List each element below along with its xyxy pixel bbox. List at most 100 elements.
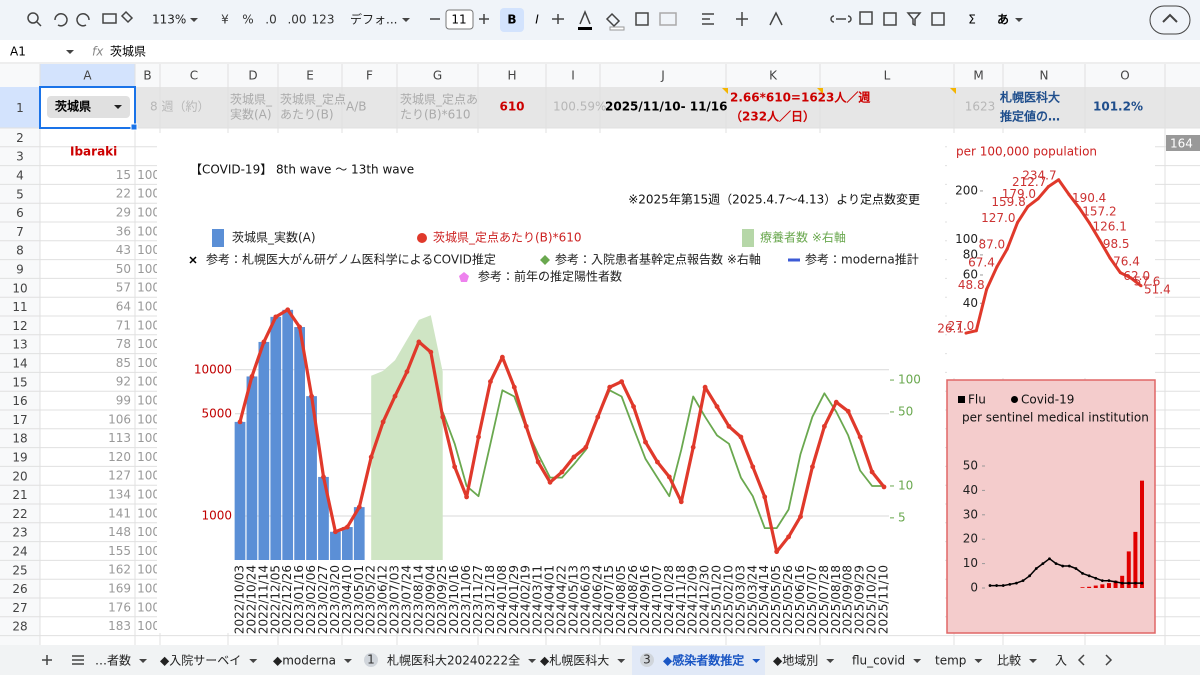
x-tick-label: 2023/11/06: [459, 565, 473, 634]
search-icon: [27, 12, 39, 24]
point: [1021, 579, 1025, 583]
toolbar: [0, 0, 1200, 40]
x-tick-label: 2023/07/24: [399, 565, 413, 634]
point: [762, 494, 768, 500]
borders-icon: [635, 12, 649, 26]
cell-text: 164: [1170, 137, 1193, 151]
cell-text: A/B: [346, 100, 366, 114]
cell-text: 1623: [965, 100, 996, 114]
selected-column-header: [40, 64, 135, 87]
sheet-tab[interactable]: …者数: [95, 653, 131, 668]
sheet-tab[interactable]: ◆入院サーベイ: [160, 654, 241, 668]
bar: [1080, 587, 1085, 588]
column-letter: D: [248, 69, 257, 83]
x-tick-label: 2024/10/07: [650, 565, 664, 634]
chart-icon: [883, 12, 897, 26]
row-number: 1: [16, 101, 24, 115]
row-header-bar: [0, 128, 40, 648]
point: [690, 444, 696, 450]
increase-size-icon: [479, 14, 489, 24]
legend-label: 療養者数 ※右軸: [760, 230, 846, 245]
x-tick-label: 2025/04/14: [757, 565, 771, 634]
cell-number: 64: [116, 300, 131, 314]
data-label: 62.0: [1123, 269, 1150, 283]
chart-subtitle: ※2025年第15週（2025.4.7〜4.13）より定点数変更: [628, 192, 920, 207]
bar: [1106, 583, 1111, 588]
x-tick-label: 2023/08/14: [411, 565, 425, 634]
bar: [1133, 531, 1138, 588]
legend-swatch: [459, 272, 469, 282]
dropdown-arrow: [249, 659, 258, 663]
point: [1046, 185, 1050, 189]
legend-swatch: [212, 229, 224, 247]
point: [535, 459, 541, 465]
bold-button: B: [507, 13, 516, 27]
chart-area: [946, 379, 1156, 634]
column-letter: L: [884, 69, 891, 83]
point: [523, 423, 529, 429]
cell-number: 100: [137, 525, 160, 539]
point: [738, 434, 744, 440]
row-number: 4: [16, 169, 24, 183]
point: [786, 534, 791, 540]
tab-bar: [0, 645, 1200, 675]
collapse-button[interactable]: [1149, 5, 1191, 35]
point: [476, 434, 481, 440]
sheet-tab[interactable]: temp: [935, 654, 966, 668]
align-icon: [702, 13, 714, 25]
name-box: A1: [10, 45, 26, 59]
point: [380, 419, 386, 425]
x-tick-label: 2024/01/08: [495, 565, 509, 634]
x-tick-label: 2024/09/16: [638, 565, 652, 634]
bar: [246, 376, 258, 560]
sheet-tab[interactable]: 比較: [997, 654, 1021, 668]
x-tick-label: 2023/09/04: [423, 565, 437, 634]
sheet-tab[interactable]: ◆地域別: [773, 654, 818, 668]
formula-bar: [0, 40, 1200, 63]
x-tick-label: 2025/02/10: [721, 565, 735, 634]
data-label: 126.1: [1093, 220, 1127, 234]
point: [666, 474, 672, 480]
y-tick-label: 50: [963, 459, 978, 473]
cell-number: 162: [108, 563, 131, 577]
bar: [234, 421, 246, 560]
point: [1114, 580, 1117, 584]
cell-number: 169: [108, 582, 131, 596]
cell-text: 茨城県_定点あ: [400, 93, 478, 107]
column-letter: M: [973, 69, 983, 83]
tab-badge: [364, 653, 378, 667]
cell-number: 99: [116, 394, 131, 408]
sheet-tab[interactable]: 入: [1055, 654, 1067, 668]
sheet-tab[interactable]: ◆札幌医科大: [540, 653, 609, 668]
sheet-tab[interactable]: flu_covid: [852, 654, 905, 668]
cell-number: 100: [137, 488, 160, 502]
point: [881, 484, 887, 490]
sheet-tab[interactable]: ◆感染者数推定: [663, 653, 744, 668]
series-line: [441, 389, 884, 529]
x-tick-label: 2025/05/26: [781, 565, 795, 634]
point: [619, 379, 625, 384]
cell-text: あたり(B): [280, 108, 334, 122]
y-tick-label: 40: [963, 483, 978, 497]
sheet-tab[interactable]: 札幌医科大20240222全: [387, 653, 520, 668]
undo-icon: [54, 13, 68, 27]
x-tick-label: 2024/08/26: [626, 565, 640, 634]
row-number: 5: [16, 187, 24, 201]
comment-marker: [950, 88, 956, 94]
point: [392, 393, 398, 399]
row-number: 2: [16, 131, 24, 145]
font-select: デフォ...: [350, 12, 397, 27]
x-tick-label: 2022/12/05: [268, 565, 282, 634]
point: [356, 504, 362, 510]
data-label: 157.2: [1082, 204, 1116, 218]
point: [1054, 562, 1058, 565]
column-letter: O: [1120, 69, 1129, 83]
bar: [282, 309, 294, 560]
cell-number: 100: [137, 262, 160, 276]
legend-label: 参考：入院患者基幹定点報告数 ※右軸: [555, 252, 761, 267]
dropdown-arrow: [617, 659, 626, 663]
x-tick-label: 2024/04/22: [555, 565, 569, 634]
data-label: 48.8: [958, 278, 985, 292]
sheet-tab[interactable]: ◆moderna: [273, 654, 336, 668]
point: [428, 349, 434, 355]
